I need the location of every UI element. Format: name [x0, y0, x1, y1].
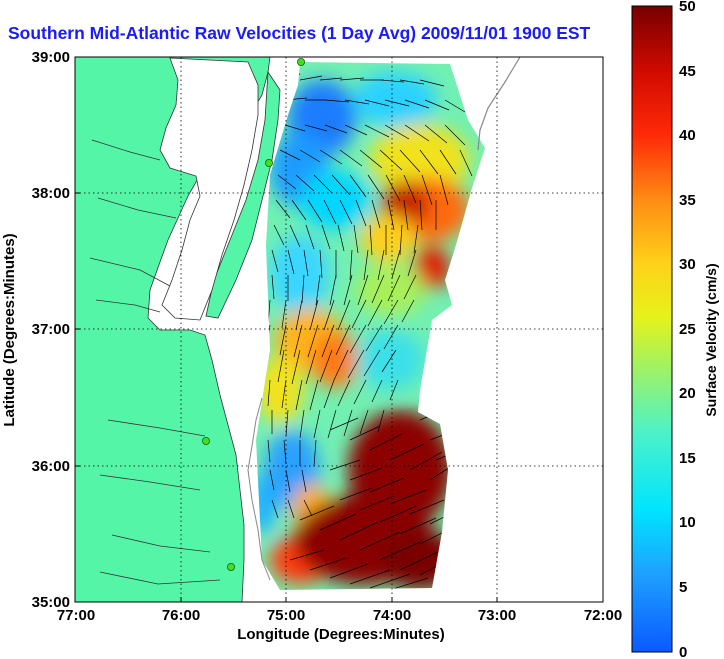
x-tick-label: 77:00 — [57, 607, 95, 624]
radar-site — [201, 436, 210, 445]
shoal-contour — [247, 397, 271, 581]
y-tick-label: 38:00 — [32, 185, 70, 202]
radar-site — [264, 158, 273, 167]
colorbar-tick-label: 5 — [679, 579, 687, 596]
colorbar-tick-label: 50 — [679, 0, 696, 15]
colorbar-tick-label: 0 — [679, 644, 687, 659]
colorbar-tick-label: 10 — [679, 514, 696, 531]
y-tick-label: 36:00 — [32, 458, 70, 475]
colorbar-tick-label: 20 — [679, 385, 696, 402]
grid-lines — [75, 57, 603, 602]
x-tick-label: 75:00 — [267, 607, 305, 624]
y-tick-label: 35:00 — [32, 594, 70, 611]
colorbar-tick-label: 30 — [679, 256, 696, 273]
colorbar-tick-label: 35 — [679, 192, 696, 209]
colorbar-tick-label: 45 — [679, 63, 696, 80]
colorbar-tick-label: 40 — [679, 127, 696, 144]
radar-site — [296, 58, 305, 67]
y-axis-label: Latitude (Degrees:Minutes) — [1, 233, 18, 426]
chesapeake-bay — [159, 57, 259, 321]
y-tick-label: 39:00 — [32, 49, 70, 66]
colorbar-label: Surface Velocity (cm/s) — [703, 263, 719, 416]
delmarva-peninsula — [205, 70, 281, 319]
x-axis-label: Longitude (Degrees:Minutes) — [237, 626, 445, 643]
map-title: Southern Mid-Atlantic Raw Velocities (1 … — [8, 23, 591, 43]
colorbar — [631, 5, 673, 653]
colorbar-tick-label: 15 — [679, 450, 696, 467]
x-tick-label: 72:00 — [584, 607, 622, 624]
x-tick-label: 73:00 — [478, 607, 516, 624]
x-tick-label: 74:00 — [373, 607, 411, 624]
rivers — [89, 139, 221, 585]
y-tick-label: 37:00 — [32, 321, 70, 338]
shelf-contour — [477, 57, 521, 151]
colorbar-tick-label: 25 — [679, 321, 696, 338]
radar-sites — [201, 58, 305, 572]
radar-site — [226, 563, 235, 572]
x-tick-label: 76:00 — [162, 607, 200, 624]
